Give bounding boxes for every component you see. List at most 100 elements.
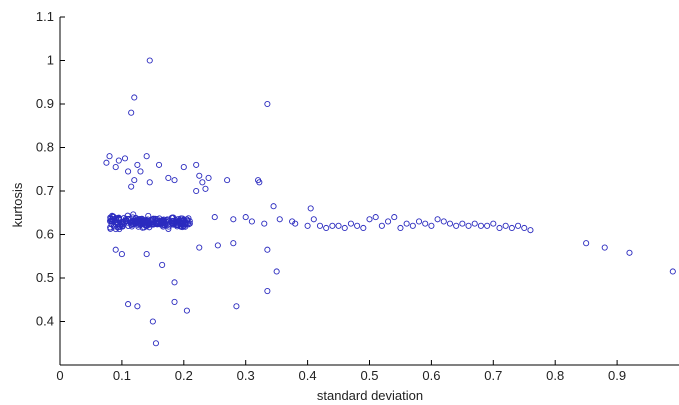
data-point	[471, 220, 478, 227]
data-point	[139, 216, 146, 224]
data-point	[128, 109, 135, 116]
y-tick-label: 0.5	[36, 270, 54, 285]
x-tick-label: 0.8	[546, 368, 564, 383]
data-point	[211, 214, 218, 221]
data-point	[366, 216, 373, 223]
data-point	[276, 216, 283, 223]
data-point	[196, 172, 203, 179]
data-point	[155, 161, 163, 168]
data-point	[103, 159, 110, 166]
data-point	[169, 214, 176, 221]
data-point	[130, 217, 137, 224]
data-point	[626, 249, 633, 256]
data-point	[264, 287, 271, 295]
data-point	[335, 222, 342, 229]
data-point	[128, 183, 135, 190]
data-point	[152, 340, 159, 347]
data-point	[112, 246, 119, 253]
data-point	[354, 222, 361, 229]
data-point	[233, 303, 240, 310]
data-point	[477, 222, 484, 229]
data-point	[110, 223, 117, 230]
data-point	[490, 220, 497, 227]
data-point	[134, 161, 141, 168]
data-point	[165, 223, 172, 230]
x-tick-label: 0.2	[175, 368, 193, 383]
x-tick-label: 0.7	[484, 368, 502, 383]
y-tick-label: 1.1	[36, 9, 54, 24]
data-point	[205, 174, 212, 181]
data-point	[165, 225, 172, 232]
data-point	[453, 222, 460, 229]
data-point	[106, 153, 113, 160]
x-tick-label: 0.1	[113, 368, 131, 383]
data-point	[307, 205, 314, 212]
data-point	[515, 222, 522, 229]
ticks: 0 0.1 0.2 0.3 0.4 0.5 0.6 0.7 0.8 0.9 0.4 0.5 0.6 0.7…	[36, 9, 626, 383]
data-point	[440, 218, 447, 225]
data-point	[196, 244, 203, 251]
data-point	[171, 279, 178, 286]
data-point	[261, 220, 268, 227]
data-point	[496, 224, 503, 232]
data-point	[151, 219, 158, 226]
y-tick-label: 0.8	[36, 140, 54, 155]
data-point	[127, 219, 134, 226]
data-point	[118, 251, 125, 258]
data-point	[143, 251, 150, 258]
data-point	[372, 214, 379, 221]
data-point	[171, 177, 178, 184]
data-point	[134, 303, 141, 310]
data-point	[171, 298, 178, 305]
data-point	[292, 220, 299, 227]
data-point	[273, 268, 280, 275]
y-tick-label: 0.6	[36, 227, 54, 242]
data-point	[121, 155, 129, 162]
data-point	[159, 219, 166, 226]
data-point	[341, 224, 348, 232]
data-point	[521, 224, 528, 232]
data-point	[147, 220, 154, 227]
data-point	[230, 216, 237, 223]
data-point	[256, 179, 263, 186]
data-point	[202, 185, 209, 192]
data-point	[403, 220, 410, 227]
data-point	[159, 222, 166, 229]
data-point	[304, 222, 311, 229]
data-point	[434, 216, 441, 223]
data-point	[125, 301, 132, 308]
x-tick-label: 0.6	[422, 368, 440, 383]
x-tick-label: 0.5	[360, 368, 378, 383]
data-point	[465, 222, 472, 229]
data-point	[391, 214, 398, 221]
data-point	[214, 242, 221, 249]
x-tick-label: 0.4	[299, 368, 317, 383]
data-point	[484, 222, 491, 229]
data-point	[174, 221, 181, 228]
data-point	[527, 227, 534, 234]
data-point	[224, 177, 231, 184]
data-point	[183, 307, 190, 314]
axes	[59, 17, 679, 366]
y-axis-label: kurtosis	[10, 182, 25, 227]
data-point	[409, 222, 416, 229]
data-point	[193, 161, 200, 168]
x-tick-label: 0.9	[608, 368, 626, 383]
data-point	[669, 268, 676, 275]
data-point	[137, 168, 144, 175]
data-point	[264, 246, 271, 253]
data-points	[103, 57, 676, 347]
data-point	[446, 220, 454, 227]
data-point	[242, 214, 249, 221]
data-point	[230, 240, 237, 247]
y-tick-label: 0.7	[36, 183, 54, 198]
data-point	[114, 219, 121, 226]
y-tick-label: 1	[47, 53, 54, 68]
data-point	[415, 218, 423, 225]
data-point	[397, 224, 404, 232]
data-point	[199, 179, 206, 186]
data-point	[316, 222, 324, 229]
data-point	[193, 187, 200, 195]
data-point	[178, 217, 185, 225]
